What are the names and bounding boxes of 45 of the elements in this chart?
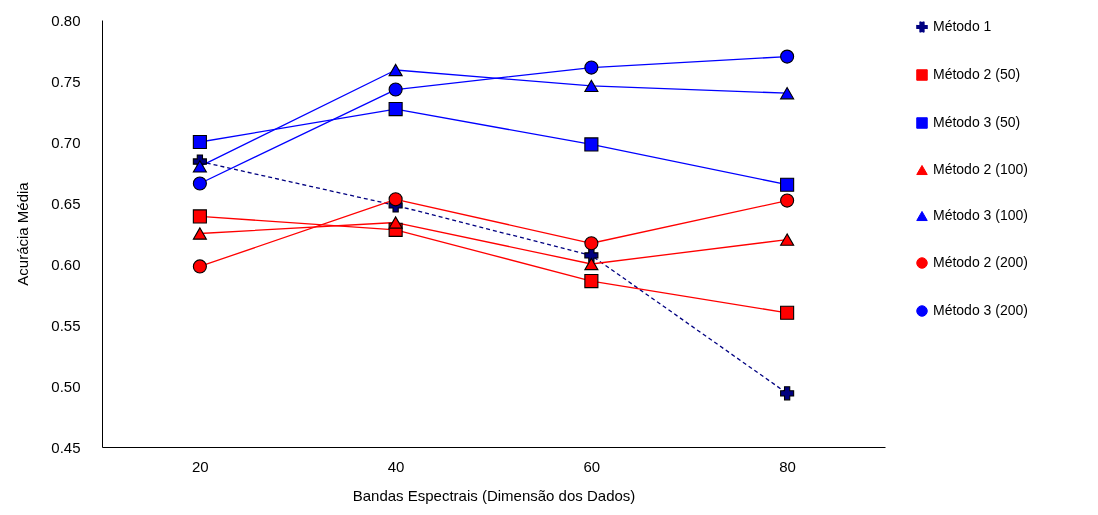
- point: [584, 236, 599, 251]
- point: [192, 134, 207, 150]
- point: [192, 227, 207, 240]
- point: [584, 79, 599, 93]
- y-tick-label: 0.55: [51, 316, 81, 334]
- point: [584, 137, 599, 152]
- legend-label: Método 2 (50): [933, 66, 1021, 82]
- y-tick-label: 0.50: [51, 377, 81, 395]
- point: [192, 176, 207, 191]
- legend-label: Método 3 (50): [933, 114, 1021, 130]
- point: [780, 233, 795, 246]
- y-axis-title: Acurácia Média: [14, 181, 32, 286]
- x-axis-title: Bandas Espectrais (Dimensão dos Dados): [352, 486, 636, 504]
- y-tick-label: 0.65: [51, 194, 81, 212]
- y-tick-label: 0.60: [51, 255, 81, 273]
- point: [584, 60, 599, 75]
- point: [192, 160, 207, 173]
- x-tick-label: 60: [583, 457, 601, 475]
- point: [388, 82, 403, 97]
- point: [780, 177, 795, 192]
- x-tick-label: 40: [387, 457, 405, 475]
- point: [584, 274, 599, 289]
- point: [388, 101, 403, 117]
- point: [780, 87, 795, 100]
- y-tick-label: 0.70: [51, 133, 81, 151]
- point: [388, 216, 403, 229]
- legend-label: Método 2 (200): [933, 254, 1028, 270]
- point: [584, 257, 599, 271]
- point: [780, 49, 795, 64]
- point: [780, 305, 795, 320]
- legend-label: Método 1: [933, 18, 992, 34]
- y-tick-label: 0.80: [51, 11, 81, 29]
- x-tick-label: 80: [779, 457, 796, 475]
- point: [388, 63, 403, 77]
- legend-label: Método 2 (100): [933, 161, 1028, 177]
- point: [192, 259, 207, 274]
- legend-label: Método 3 (100): [933, 207, 1028, 223]
- y-tick-label: 0.45: [51, 438, 81, 456]
- legend-label: Método 3 (200): [933, 302, 1028, 318]
- y-tick-label: 0.75: [51, 72, 81, 90]
- x-tick-label: 20: [192, 457, 209, 475]
- point: [388, 192, 403, 207]
- point: [192, 209, 207, 224]
- point: [780, 386, 795, 401]
- point: [780, 193, 795, 208]
